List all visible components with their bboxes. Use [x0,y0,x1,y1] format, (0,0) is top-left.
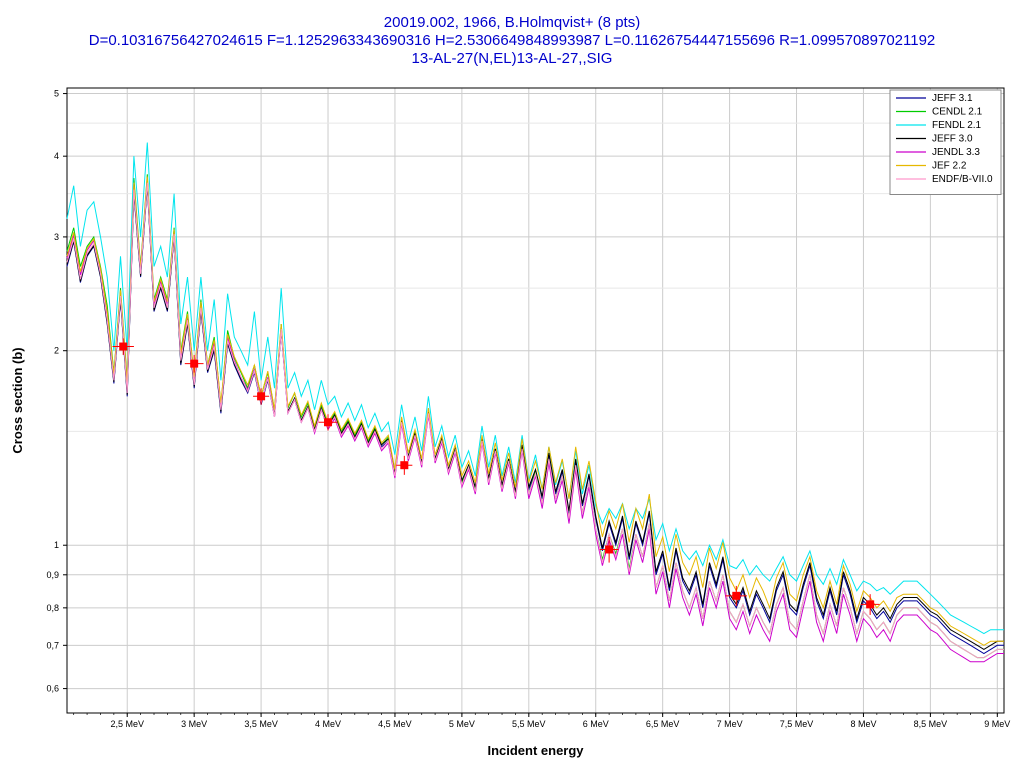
series-group [66,142,1004,663]
legend-label: JEFF 3.0 [932,134,973,145]
plot-area [66,87,1005,714]
data-point [605,545,614,554]
series-line-fendl-2-1 [66,142,1004,635]
y-tick-label: 5 [54,89,59,99]
x-tick-label: 9 MeV [984,719,1010,729]
y-tick-label: 0,6 [46,684,59,694]
x-tick-label: 5 MeV [449,719,475,729]
x-tick-label: 5,5 MeV [512,719,546,729]
data-point [119,342,128,351]
y-tick-label: 0,7 [46,640,59,650]
x-tick-label: 6 MeV [583,719,609,729]
x-tick-label: 3,5 MeV [244,719,278,729]
title-line-3: 13-AL-27(N,EL)13-AL-27,,SIG [411,50,613,67]
data-point [190,359,199,368]
grid [67,88,1004,713]
y-tick-label: 2 [54,346,59,356]
y-tick-label: 3 [54,232,59,242]
legend-label: FENDL 2.1 [932,120,982,131]
y-tick-label: 1 [54,540,59,550]
chart-title: 20019.002, 1966, B.Holmqvist+ (8 pts) D=… [0,14,1024,68]
x-tick-label: 3 MeV [181,719,207,729]
title-line-2: D=0.10316756427024615 F=1.12529633436903… [88,32,936,49]
data-point [400,461,409,470]
x-tick-label: 4,5 MeV [378,719,412,729]
legend-label: JEF 2.2 [932,161,967,172]
x-tick-label: 2,5 MeV [110,719,144,729]
data-point [732,591,741,600]
series-line-jef-2-2 [66,176,1004,646]
x-tick-label: 6,5 MeV [646,719,680,729]
x-tick-label: 7,5 MeV [780,719,814,729]
data-point [866,600,875,609]
y-tick-label: 4 [54,151,59,161]
title-line-1: 20019.002, 1966, B.Holmqvist+ (8 pts) [383,14,641,31]
experimental-points [112,338,880,615]
x-tick-label: 8,5 MeV [914,719,948,729]
x-axis-label: Incident energy [487,743,584,758]
y-tick-label: 0,9 [46,570,59,580]
axes: 2,5 MeV 3 MeV 3,5 MeV 4 MeV 4,5 MeV 5 MeV 5,5 … [46,89,1010,729]
data-point [324,418,333,427]
y-axis-label: Cross section (b) [10,347,25,453]
x-tick-label: 7 MeV [717,719,743,729]
legend-label: JEFF 3.1 [932,93,973,104]
data-point [257,392,266,401]
legend-label: JENDL 3.3 [932,147,980,158]
legend-label: ENDF/B-VII.0 [932,174,993,185]
series-line-endf-b-vii-0 [66,182,1004,659]
x-tick-label: 8 MeV [850,719,876,729]
x-tick-label: 4 MeV [315,719,341,729]
legend-box [889,89,1002,195]
legend-label: CENDL 2.1 [932,107,983,118]
legend: JEFF 3.1 CENDL 2.1 FENDL 2.1 JEFF 3.0 JENDL … [889,89,1002,195]
y-tick-label: 0,8 [46,603,59,613]
